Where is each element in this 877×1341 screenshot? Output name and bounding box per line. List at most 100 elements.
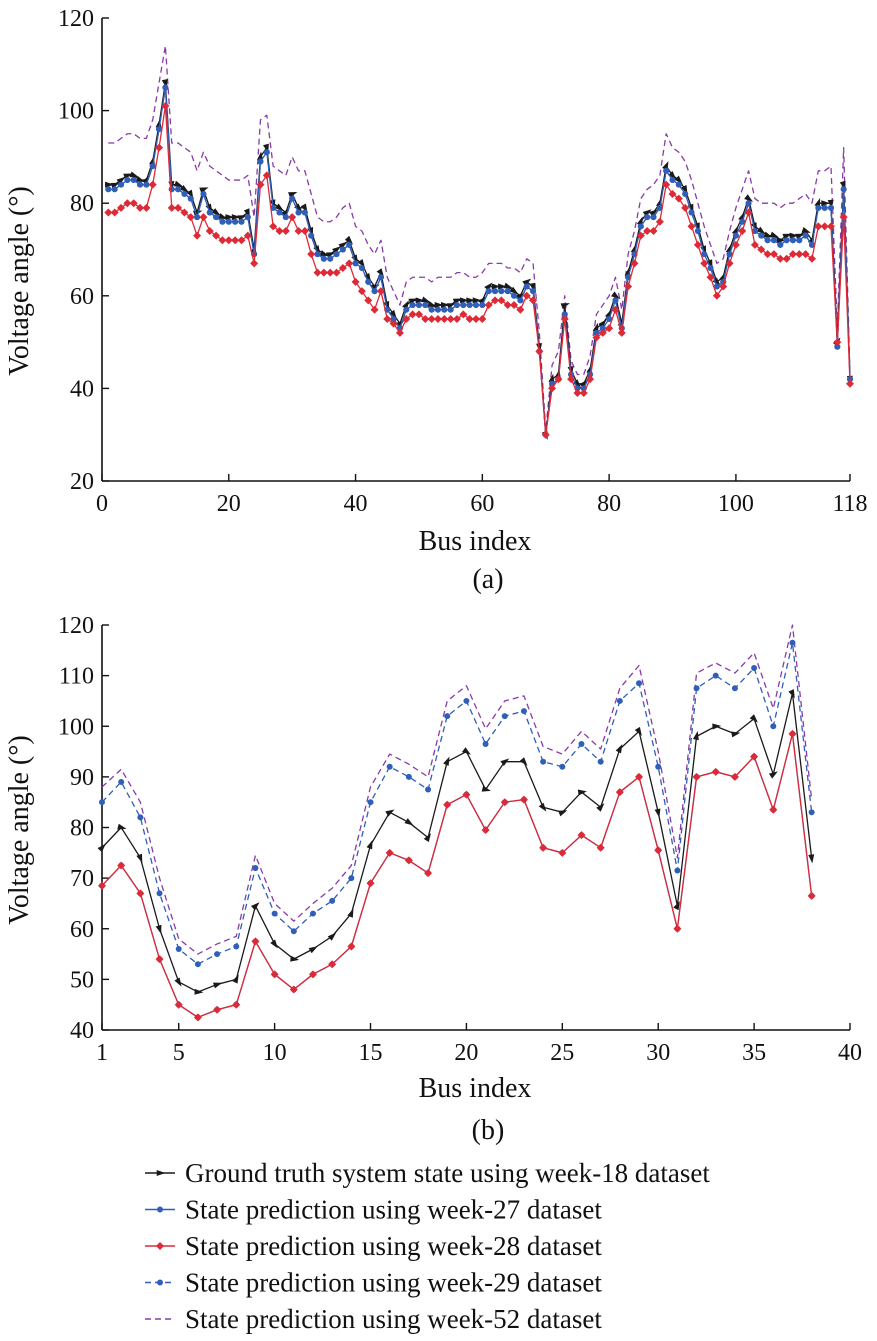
panel-b-series-point (712, 672, 719, 679)
panel-a-series-point (434, 306, 441, 313)
panel-a-series-point (758, 232, 765, 239)
panel-a-series-point (194, 214, 201, 221)
panel-a-series-point (839, 213, 848, 222)
panel-a-series-point (116, 176, 126, 185)
legend-entry: State prediction using week-27 dataset (145, 1195, 602, 1225)
panel-a-series-point (535, 347, 544, 356)
panel-b-series-point (673, 924, 682, 933)
panel-b-series-point (308, 946, 318, 954)
panel-a-series-3 (105, 84, 853, 438)
panel-a-series-point (498, 283, 507, 290)
panel-b-series-point (423, 832, 431, 843)
panel-b-series-point (482, 740, 489, 747)
panel-a-series-point (814, 222, 823, 231)
panel-a-series-point (682, 190, 689, 197)
panel-a-series-point (219, 218, 226, 225)
panel-b-series-point (136, 889, 145, 898)
panel-a-series-point (408, 310, 417, 319)
panel-a-series-point (346, 241, 353, 248)
panel-a-series-point (756, 226, 766, 235)
panel-a-series-point (162, 84, 169, 91)
panel-a-series-point (675, 181, 682, 188)
panel-a-series-point (320, 255, 327, 262)
panel-a-series-point (485, 288, 492, 295)
panel-b-series-point (692, 730, 699, 741)
panel-a-series-point (275, 226, 284, 235)
panel-a-series-point (422, 302, 429, 309)
panel-a-series-point (428, 306, 435, 313)
panel-a-series-point (769, 250, 778, 259)
panel-a-series-point (472, 314, 480, 323)
legend-marker (156, 1170, 166, 1176)
panel-a-series-point (383, 314, 392, 323)
panel-a-series-point (783, 237, 790, 244)
panel-b-series-point (99, 799, 105, 806)
panel-a-series-point (782, 254, 791, 263)
panel-a-series-point (509, 286, 519, 295)
panel-a-series-point (231, 214, 241, 221)
panel-b-series-point (731, 731, 741, 738)
panel-a-series-point (477, 296, 487, 305)
panel-b-series-point (367, 799, 374, 806)
panel-b-series-point (597, 758, 604, 765)
panel-a-y-tick-label: 80 (70, 191, 94, 217)
panel-b-series-line (101, 642, 813, 965)
panel-b-x-tick-label: 20 (454, 1040, 478, 1066)
panel-a-series-point (548, 373, 555, 383)
panel-b-series-point (348, 875, 355, 882)
panel-a-series-point (827, 204, 834, 211)
panel-a-series-point (143, 181, 150, 188)
panel-b-series-point (425, 786, 432, 793)
panel-b-series-point (136, 853, 143, 864)
panel-b-series-point (616, 697, 623, 704)
panel-b-series-point (290, 928, 297, 935)
panel-a-series-point (688, 209, 695, 216)
panel-a-series-point (244, 214, 251, 221)
panel-a-series-point (579, 389, 588, 398)
panel-a-series-0 (105, 78, 853, 440)
panel-a-series-point (174, 203, 183, 212)
panel-b-series-point (519, 757, 528, 766)
panel-a-series-point (409, 302, 416, 309)
panel-a-x-tick-label: 20 (217, 491, 241, 517)
panel-b-series-point (214, 951, 221, 958)
panel-a-series-point (276, 209, 283, 216)
panel-b-series-3 (99, 639, 815, 968)
panel-b-series-point (424, 869, 433, 878)
panel-b-series-point (404, 856, 413, 865)
panel-a-series-point (212, 231, 221, 240)
panel-a-series-point (846, 379, 854, 388)
panel-b-series-point (654, 808, 661, 818)
panel-a-series-point (314, 251, 321, 258)
panel-a-series-point (801, 250, 810, 259)
legend-label: State prediction using week-28 dataset (185, 1231, 602, 1261)
panel-a-series-point (175, 186, 182, 193)
panel-a-series-point (592, 322, 599, 333)
panel-a-series-point (142, 203, 151, 212)
panel-b-series-point (693, 685, 700, 692)
panel-a-series-point (726, 251, 733, 258)
panel-b-series-point (711, 767, 720, 776)
panel-b-series-point (500, 798, 509, 807)
panel-a-series-point (117, 203, 126, 212)
panel-a-series-point (801, 227, 811, 233)
panel-a-series-point (313, 268, 322, 277)
panel-b-series-point (386, 763, 393, 770)
panel-b-series-4 (101, 624, 813, 955)
panel-a-series-point (789, 237, 796, 244)
panel-b-series-point (615, 788, 624, 797)
panel-b-series-point (270, 939, 278, 949)
panel-a-series-point (560, 314, 569, 323)
panel-a-series-point (789, 232, 799, 239)
panel-a-series-point (788, 250, 797, 259)
panel-b-series-point (366, 879, 375, 888)
panel-a-series-point (105, 181, 114, 188)
panel-a-series-point (530, 288, 537, 295)
panel-b-series-point (213, 982, 223, 989)
panel-a-series-point (541, 430, 550, 439)
panel-b-series-point (519, 795, 528, 804)
panel-a-series-point (503, 301, 512, 310)
panel-b-series-point (520, 708, 527, 715)
panel-a-series-point (237, 236, 246, 245)
panel-a-series-point (624, 282, 633, 291)
